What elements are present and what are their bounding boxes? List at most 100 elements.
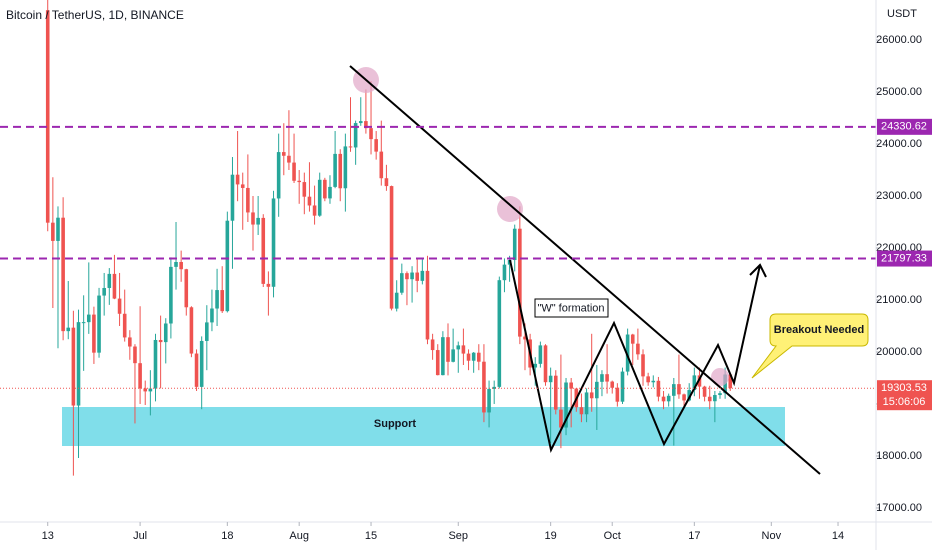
candle-body (163, 323, 168, 343)
candle-body (102, 287, 106, 296)
candle-body (281, 152, 286, 156)
x-tick-label: Sep (448, 530, 468, 542)
y-tick-label: 23000.00 (876, 190, 922, 202)
candle-body (466, 353, 471, 361)
y-tick-label: 21000.00 (876, 294, 922, 306)
candle-body (199, 340, 204, 387)
candle-body (410, 272, 414, 280)
candle-body (158, 339, 163, 343)
w-path (509, 259, 761, 454)
candle-body (328, 186, 332, 199)
candle-body (271, 198, 276, 287)
candle-body (692, 375, 697, 391)
candle-body (502, 264, 507, 281)
support-zone (62, 407, 785, 446)
level-tag (877, 250, 932, 267)
candle-body (45, 10, 50, 223)
candle-body (333, 153, 337, 187)
candle-body (210, 308, 214, 323)
candle-body (302, 182, 307, 197)
candle-body (456, 345, 461, 350)
candle-body (430, 339, 435, 351)
callout-label: Breakout Needed (774, 324, 864, 336)
y-tick-label: 24000.00 (876, 138, 922, 150)
y-unit: USDT (887, 8, 917, 20)
candle-body (656, 380, 661, 397)
candle-body (702, 386, 707, 397)
candle-body (138, 363, 142, 389)
candle-body (533, 363, 538, 368)
candle-body (461, 345, 466, 354)
y-tick-label: 26000.00 (876, 34, 922, 46)
candle-body (256, 217, 260, 225)
candle-body (153, 339, 158, 389)
x-tick-label: 18 (221, 530, 233, 542)
candle-body (548, 375, 553, 383)
candle-body (307, 196, 312, 206)
candle-body (364, 121, 368, 129)
candle-body (405, 273, 409, 280)
candle-body (477, 352, 481, 362)
candle-body (56, 217, 60, 241)
candle-body (543, 345, 548, 383)
candle-body (205, 322, 209, 341)
candle-body (666, 395, 671, 402)
candle-body (718, 393, 722, 396)
candle-body (338, 153, 343, 189)
candle-body (605, 374, 609, 382)
candle-body (71, 327, 76, 406)
candle-body (81, 322, 86, 324)
candle-body (451, 349, 455, 362)
level-tag-label: 24330.62 (881, 121, 927, 133)
candle-body (297, 180, 301, 183)
y-tick-label: 18000.00 (876, 450, 922, 462)
x-tick-label: 17 (688, 530, 700, 542)
candle-body (353, 123, 358, 148)
candle-body (425, 270, 430, 340)
candle-body (169, 266, 173, 324)
candle-body (66, 327, 71, 332)
candle-body (133, 346, 137, 364)
candle-body (415, 272, 420, 281)
y-tick-label: 17000.00 (876, 502, 922, 514)
candle-body (713, 395, 717, 402)
candle-body (312, 205, 317, 216)
highlight (711, 368, 729, 386)
candle-body (230, 174, 235, 221)
candle-body (564, 382, 568, 428)
candle-body (630, 334, 635, 344)
candle-body (625, 334, 630, 372)
candle-body (189, 307, 194, 354)
plot-area: Support "W" formation Breakout Needed (0, 0, 876, 476)
candle-body (225, 220, 230, 312)
candle-body (179, 261, 183, 270)
candle-body (246, 187, 250, 213)
candle-body (672, 384, 676, 396)
candle-body (620, 371, 625, 402)
y-tick-label: 25000.00 (876, 86, 922, 98)
candle-body (651, 380, 656, 383)
candle-body (584, 392, 589, 415)
candle-body (86, 314, 91, 323)
candle-body (92, 314, 96, 353)
candle-body (446, 337, 450, 362)
candle-body (641, 354, 645, 377)
candle-body (343, 146, 348, 189)
candle-body (487, 388, 491, 413)
last-price-tag (877, 380, 932, 411)
x-tick-label: Jul (133, 530, 147, 542)
x-tick-label: 14 (832, 530, 844, 542)
candle-body (348, 146, 353, 148)
candle-body (615, 387, 620, 402)
candle-body (589, 392, 594, 399)
w-label: "W" formation (537, 302, 604, 314)
candle-body (251, 212, 255, 225)
candles (45, 0, 733, 476)
candle-body (600, 374, 604, 382)
candle-body (194, 353, 199, 387)
candle-body (97, 295, 101, 353)
candle-body (559, 409, 563, 428)
candle-body (292, 162, 296, 181)
candle-body (266, 283, 271, 287)
